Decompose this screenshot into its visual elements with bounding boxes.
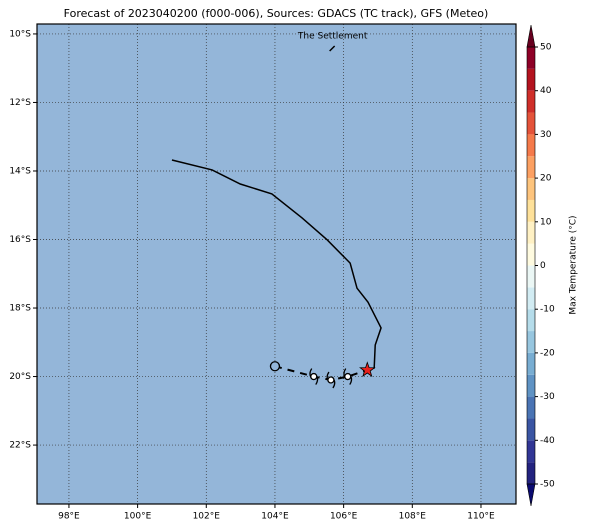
- colorbar-tick-label: 30: [540, 130, 552, 140]
- colorbar-bin: [527, 440, 535, 463]
- colorbar-bin: [527, 199, 535, 222]
- y-tick-label: 10°S: [9, 29, 31, 39]
- colorbar-bin: [527, 134, 535, 157]
- ocean: [37, 24, 516, 504]
- colorbar-tick-label: 10: [540, 217, 552, 227]
- x-tick-label: 100°E: [124, 512, 152, 522]
- colorbar-bin: [527, 287, 535, 310]
- y-tick-label: 14°S: [9, 166, 31, 176]
- x-tick-label: 110°E: [467, 512, 495, 522]
- colorbar-over: [526, 24, 536, 48]
- colorbar-bin: [527, 112, 535, 135]
- colorbar-bin: [527, 331, 535, 353]
- x-tick-label: 102°E: [193, 512, 221, 522]
- colorbar-tick-label: 40: [540, 86, 552, 96]
- title: Forecast of 2023040200 (f000-006), Sourc…: [64, 7, 489, 20]
- colorbar-bin: [527, 265, 535, 288]
- colorbar-tick-label: 0: [540, 261, 546, 271]
- colorbar-tick-label: 20: [540, 174, 552, 184]
- colorbar-label: Max Temperature (°C): [569, 215, 579, 314]
- place-marker: [329, 45, 336, 52]
- colorbar-bin: [527, 68, 535, 91]
- colorbar-under: [526, 483, 536, 507]
- cyclone-eye: [310, 372, 318, 381]
- x-tick-label: 104°E: [261, 512, 289, 522]
- y-tick-label: 16°S: [9, 235, 31, 245]
- x-tick-label: 106°E: [330, 512, 358, 522]
- cyclone-eye: [344, 372, 352, 381]
- colorbar-bin: [527, 309, 535, 332]
- colorbar-bin: [527, 462, 535, 484]
- colorbar-tick-label: -10: [540, 305, 555, 315]
- colorbar-bin: [527, 90, 535, 113]
- y-tick-label: 22°S: [9, 441, 31, 451]
- x-tick-label: 108°E: [399, 512, 427, 522]
- colorbar-bin: [527, 47, 535, 69]
- y-tick-label: 20°S: [9, 372, 31, 382]
- colorbar-tick-label: -40: [540, 436, 555, 446]
- colorbar-bin: [527, 418, 535, 441]
- map-frame: [36, 23, 517, 505]
- forecast-start: [269, 361, 281, 372]
- place-label: The Settlement: [297, 31, 368, 41]
- colorbar-bin: [527, 156, 535, 179]
- y-tick-label: 12°S: [9, 98, 31, 108]
- x-tick-label: 98°E: [58, 512, 80, 522]
- cyclone-eye: [327, 376, 335, 384]
- y-tick-label: 18°S: [9, 304, 31, 314]
- colorbar-tick-label: -30: [540, 392, 555, 402]
- colorbar-bin: [527, 374, 535, 397]
- observed-track: [171, 159, 382, 371]
- current-position: [359, 361, 376, 378]
- colorbar-bin: [527, 243, 535, 266]
- colorbar-bin: [527, 221, 535, 244]
- colorbar-tick-label: -20: [540, 348, 555, 358]
- colorbar-tick-label: 50: [540, 43, 552, 53]
- colorbar-bin: [527, 396, 535, 419]
- colorbar-bin: [527, 352, 535, 375]
- colorbar-tick-label: -50: [540, 480, 555, 490]
- colorbar-bin: [527, 178, 535, 200]
